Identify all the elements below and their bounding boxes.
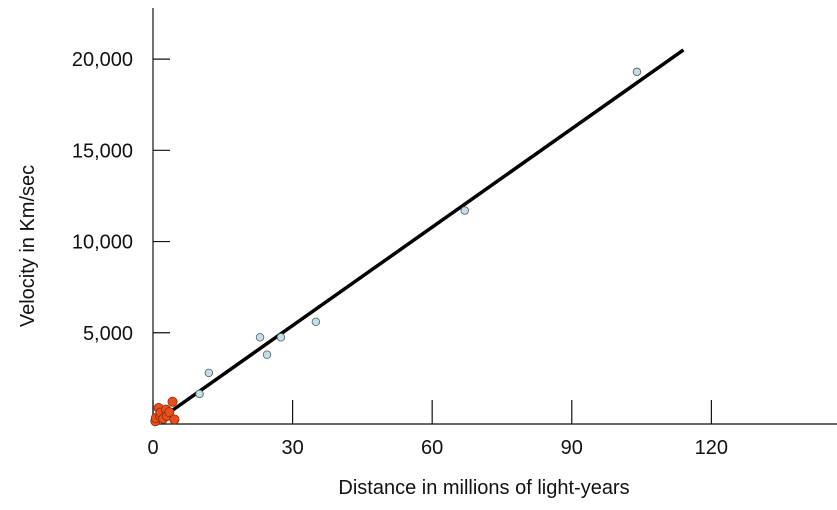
y-tick-label: 15,000 <box>72 140 133 162</box>
x-tick-label: 90 <box>561 437 583 459</box>
far-galaxy-point <box>276 333 286 342</box>
far-galaxy-point <box>204 368 214 378</box>
y-tick-label: 10,000 <box>72 232 133 254</box>
far-galaxy-point <box>195 389 204 399</box>
far-galaxy-point <box>262 350 272 359</box>
y-ticks: 5,000 10,000 15,000 20,000 <box>72 49 170 345</box>
fit-line-group <box>151 48 685 426</box>
x-tick-label: 30 <box>281 437 303 459</box>
x-axis-label: Distance in millions of light-years <box>338 477 629 499</box>
data-points <box>150 67 642 427</box>
near-galaxy-point <box>164 407 175 418</box>
y-tick-label: 5,000 <box>83 323 133 345</box>
far-galaxy-point <box>255 333 265 342</box>
x-tick-label: 120 <box>695 437 728 459</box>
y-axis-label: Velocity in Km/sec <box>17 165 39 327</box>
near-galaxy-point <box>169 414 180 425</box>
fit-line <box>151 48 685 426</box>
far-galaxy-point <box>311 317 321 327</box>
near-galaxy-point <box>167 396 178 407</box>
far-galaxy-point <box>460 206 469 215</box>
y-tick-label: 20,000 <box>72 49 133 71</box>
x-ticks: 0 30 60 90 120 <box>147 400 728 459</box>
x-tick-label: 60 <box>421 437 443 459</box>
far-galaxy-point <box>632 67 642 77</box>
x-tick-label: 0 <box>147 437 158 459</box>
